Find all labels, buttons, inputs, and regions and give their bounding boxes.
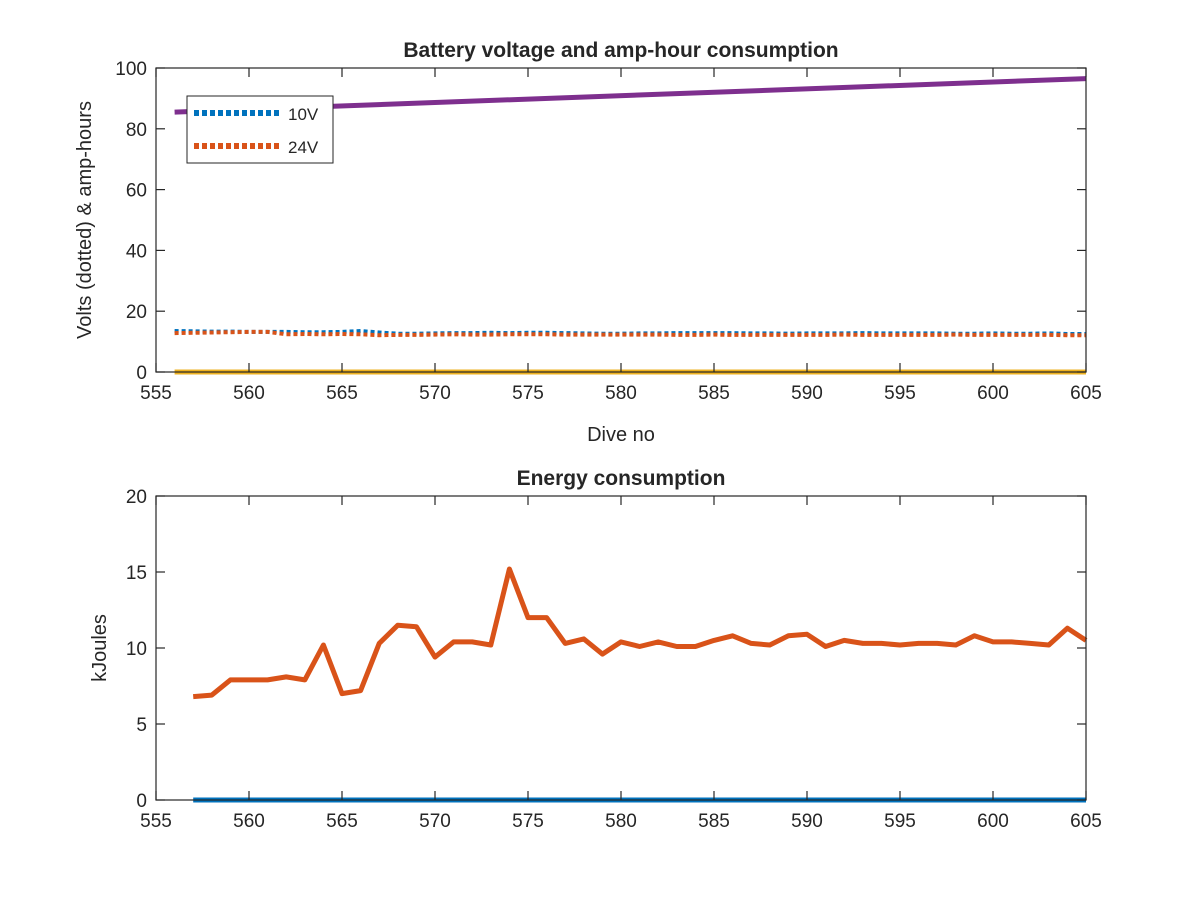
bottom-x-tick-label: 585 <box>698 811 730 832</box>
top-x-tick-label: 585 <box>698 383 730 404</box>
top-x-tick-label: 555 <box>140 383 172 404</box>
bottom-y-tick-label: 20 <box>126 487 147 508</box>
bottom-x-tick-label: 590 <box>791 811 823 832</box>
top-y-tick-label: 40 <box>126 241 147 262</box>
top-x-tick-label: 600 <box>977 383 1009 404</box>
bottom-x-tick-label: 595 <box>884 811 916 832</box>
bottom-y-tick-label: 10 <box>126 639 147 660</box>
top-chart-title: Battery voltage and amp-hour consumption <box>403 39 838 62</box>
top-x-tick-label: 565 <box>326 383 358 404</box>
bottom-y-axis-label: kJoules <box>89 614 111 682</box>
bottom-y-tick-label: 15 <box>126 563 147 584</box>
bottom-axes: 555 560 565 570 575 580 585 590 595 600 605 0 5 10 15 2… <box>89 467 1102 832</box>
bottom-x-tick-label: 580 <box>605 811 637 832</box>
top-ticks-group: 555 560 565 570 575 580 585 590 595 600 605 0 20 40 60… <box>115 59 1102 404</box>
top-x-tick-label: 605 <box>1070 383 1102 404</box>
legend-label-10v: 10V <box>288 105 319 124</box>
bottom-axes-background <box>156 496 1086 800</box>
top-series-line-1 <box>174 329 1086 338</box>
top-y-tick-label: 100 <box>115 59 147 80</box>
bottom-x-tick-label: 570 <box>419 811 451 832</box>
top-y-tick-label: 80 <box>126 120 147 141</box>
top-x-tick-label: 570 <box>419 383 451 404</box>
legend-box <box>186 95 334 164</box>
bottom-x-tick-label: 605 <box>1070 811 1102 832</box>
top-x-tick-label: 575 <box>512 383 544 404</box>
bottom-chart-title: Energy consumption <box>517 467 726 490</box>
top-y-axis-label: Volts (dotted) & amp-hours <box>74 101 96 339</box>
bottom-series-line-1 <box>192 566 1088 700</box>
top-x-tick-label: 560 <box>233 383 265 404</box>
top-x-tick-label: 590 <box>791 383 823 404</box>
top-x-axis-label: Dive no <box>587 424 655 446</box>
bottom-y-tick-label: 5 <box>136 715 147 736</box>
bottom-x-tick-label: 600 <box>977 811 1009 832</box>
bottom-x-tick-label: 560 <box>233 811 265 832</box>
top-y-tick-label: 0 <box>136 363 147 384</box>
bottom-y-tick-label: 0 <box>136 791 147 812</box>
bottom-x-tick-label: 575 <box>512 811 544 832</box>
top-legend: 10V 24V <box>186 95 334 164</box>
top-y-tick-label: 60 <box>126 181 147 202</box>
bottom-ticks-group: 555 560 565 570 575 580 585 590 595 600 605 0 5 10 15 2… <box>126 487 1102 832</box>
top-axes: 555 560 565 570 575 580 585 590 595 600 605 0 20 40 60… <box>74 39 1102 446</box>
legend-label-24v: 24V <box>288 138 319 157</box>
top-x-tick-label: 580 <box>605 383 637 404</box>
top-y-tick-label: 20 <box>126 302 147 323</box>
bottom-x-tick-label: 565 <box>326 811 358 832</box>
top-x-tick-label: 595 <box>884 383 916 404</box>
bottom-x-tick-label: 555 <box>140 811 172 832</box>
